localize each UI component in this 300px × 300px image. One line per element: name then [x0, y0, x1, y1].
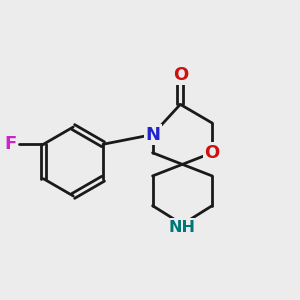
Text: NH: NH	[169, 220, 196, 235]
Text: F: F	[4, 135, 16, 153]
Text: O: O	[173, 66, 188, 84]
Text: N: N	[145, 126, 160, 144]
Text: O: O	[205, 144, 220, 162]
